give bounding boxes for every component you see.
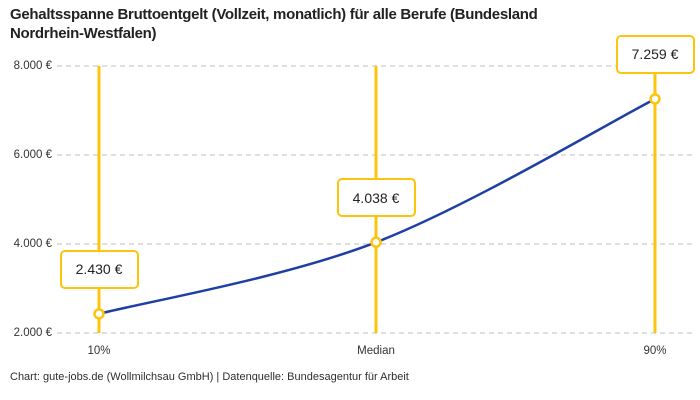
data-point-marker [649,93,661,105]
value-callout-median: 4.038 € [336,178,416,218]
y-axis-tick-8000: 8.000 € [13,60,52,72]
chart-title-line-2: Nordrhein-Westfalen) [10,25,157,42]
y-axis-tick-6000: 6.000 € [13,149,52,161]
chart-title: Gehaltsspanne Bruttoentgelt (Vollzeit, m… [10,5,670,43]
chart-title-line-1: Gehaltsspanne Bruttoentgelt (Vollzeit, m… [10,6,538,23]
y-axis-tick-2000: 2.000 € [13,327,52,339]
y-axis-tick-4000: 4.000 € [13,238,52,250]
data-point-marker [93,308,105,320]
chart-source-footer: Chart: gute-jobs.de (Wollmilchsau GmbH) … [10,371,409,383]
x-axis-label-median: Median [357,345,395,357]
value-callout-10pct: 2.430 € [59,249,139,289]
x-axis-label-10pct: 10% [87,345,111,357]
data-point-marker [370,236,382,249]
x-axis-label-90pct: 90% [643,345,667,357]
value-callout-90pct: 7.259 € [615,34,695,74]
